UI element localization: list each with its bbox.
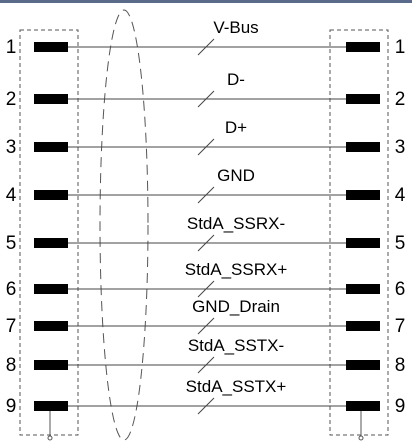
top-bar bbox=[0, 0, 412, 3]
left-pin-number: 8 bbox=[6, 355, 17, 376]
left-pin-number: 3 bbox=[6, 137, 17, 158]
left-pin-contact bbox=[34, 94, 68, 104]
signal-label: GND bbox=[217, 166, 255, 185]
wire-row: 5 5 StdA_SSRX- bbox=[6, 214, 406, 254]
right-pin-contact bbox=[346, 401, 380, 411]
left-pin-number: 2 bbox=[6, 89, 17, 110]
signal-label: D- bbox=[227, 70, 245, 89]
signal-label: D+ bbox=[225, 118, 247, 137]
wire-row: 4 4 GND bbox=[6, 166, 406, 206]
wire-count-tick bbox=[197, 90, 215, 108]
signal-label: StdA_SSTX- bbox=[188, 336, 284, 355]
right-pin-number: 4 bbox=[395, 185, 406, 206]
signal-label: V-Bus bbox=[213, 18, 258, 37]
left-pin-contact bbox=[34, 401, 68, 411]
left-pin-number: 1 bbox=[6, 37, 17, 58]
right-pin-number: 7 bbox=[395, 316, 406, 337]
right-pin-number: 3 bbox=[395, 137, 406, 158]
wire-row: 9 9 StdA_SSTX+ bbox=[6, 377, 406, 417]
signal-label: StdA_SSTX+ bbox=[186, 377, 287, 396]
right-pin-contact bbox=[346, 360, 380, 370]
right-pin-number: 6 bbox=[395, 279, 406, 300]
signal-label: StdA_SSRX+ bbox=[185, 260, 288, 279]
left-pin-contact bbox=[34, 284, 68, 294]
wire-count-tick bbox=[197, 38, 215, 56]
right-pin-contact bbox=[346, 284, 380, 294]
left-connector-frame bbox=[19, 29, 79, 436]
wires: 1 1 V-Bus 2 2 D- 3 3 D+ 4 4 GND 5 5 StdA_SSRX- 6 6 StdA_S… bbox=[6, 18, 406, 417]
right-pin-contact bbox=[346, 142, 380, 152]
left-pin-contact bbox=[34, 42, 68, 52]
left-pin-contact bbox=[34, 321, 68, 331]
wire-count-tick bbox=[197, 138, 215, 156]
wire-row: 7 7 GND_Drain bbox=[6, 297, 406, 337]
signal-label: StdA_SSRX- bbox=[187, 214, 285, 233]
right-pin-contact bbox=[346, 94, 380, 104]
wire-row: 3 3 D+ bbox=[6, 118, 406, 158]
left-pin-contact bbox=[34, 190, 68, 200]
left-pin-contact bbox=[34, 142, 68, 152]
wire-row: 8 8 StdA_SSTX- bbox=[6, 336, 406, 376]
right-pin-number: 9 bbox=[395, 396, 406, 417]
right-pin-number: 2 bbox=[395, 89, 406, 110]
right-shield-terminal bbox=[358, 435, 364, 441]
wire-row: 1 1 V-Bus bbox=[6, 18, 406, 58]
right-connector-frame bbox=[329, 29, 389, 436]
left-pin-number: 5 bbox=[6, 233, 17, 254]
left-pin-number: 6 bbox=[6, 279, 17, 300]
right-pin-contact bbox=[346, 238, 380, 248]
wire-row: 6 6 StdA_SSRX+ bbox=[6, 260, 406, 300]
wire-count-tick bbox=[197, 397, 215, 415]
right-pin-number: 8 bbox=[395, 355, 406, 376]
left-shield-terminal bbox=[47, 435, 53, 441]
right-pin-contact bbox=[346, 321, 380, 331]
right-pin-contact bbox=[346, 42, 380, 52]
right-pin-number: 1 bbox=[395, 37, 406, 58]
wire-count-tick bbox=[197, 356, 215, 374]
signal-label: GND_Drain bbox=[192, 297, 280, 316]
cable-shield-ellipse bbox=[99, 9, 149, 441]
wire-count-tick bbox=[197, 280, 215, 298]
left-pin-number: 4 bbox=[6, 185, 17, 206]
left-pin-number: 9 bbox=[6, 396, 17, 417]
right-pin-contact bbox=[346, 190, 380, 200]
wire-count-tick bbox=[197, 234, 215, 252]
wire-row: 2 2 D- bbox=[6, 70, 406, 110]
left-pin-contact bbox=[34, 360, 68, 370]
wire-count-tick bbox=[197, 186, 215, 204]
left-pin-number: 7 bbox=[6, 316, 17, 337]
left-pin-contact bbox=[34, 238, 68, 248]
right-pin-number: 5 bbox=[395, 233, 406, 254]
wire-count-tick bbox=[197, 317, 215, 335]
